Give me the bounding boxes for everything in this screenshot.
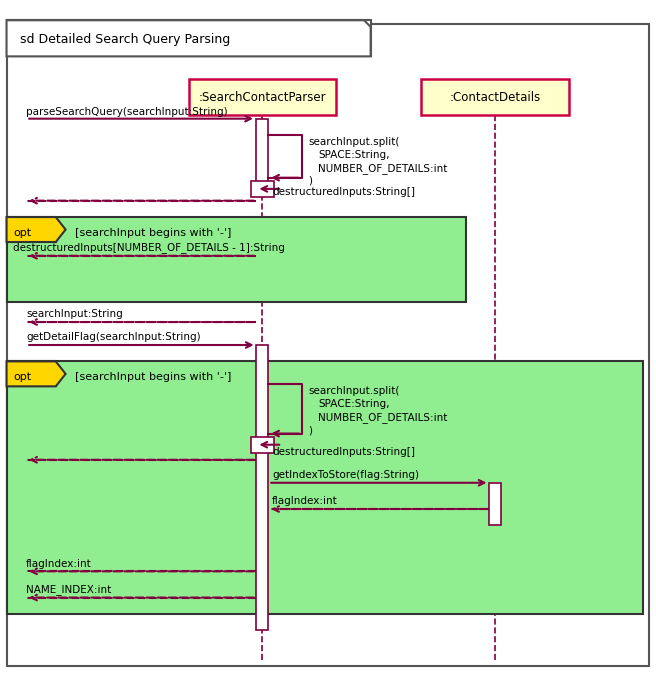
Text: SPACE:String,: SPACE:String, xyxy=(318,150,390,160)
Text: ): ) xyxy=(308,426,312,435)
Text: searchInput.split(: searchInput.split( xyxy=(308,137,400,147)
Text: flagIndex:int: flagIndex:int xyxy=(272,496,338,506)
Polygon shape xyxy=(7,20,371,57)
FancyBboxPatch shape xyxy=(251,437,274,453)
Text: NAME_INDEX:int: NAME_INDEX:int xyxy=(26,584,112,595)
Polygon shape xyxy=(7,362,66,386)
Text: destructuredInputs:String[]: destructuredInputs:String[] xyxy=(272,188,415,197)
Text: getIndexToStore(flag:String): getIndexToStore(flag:String) xyxy=(272,470,419,480)
Text: SPACE:String,: SPACE:String, xyxy=(318,400,390,409)
FancyBboxPatch shape xyxy=(421,79,569,115)
Text: searchInput.split(: searchInput.split( xyxy=(308,386,400,396)
Text: destructuredInputs:String[]: destructuredInputs:String[] xyxy=(272,446,415,457)
Text: :ContactDetails: :ContactDetails xyxy=(449,91,541,104)
FancyBboxPatch shape xyxy=(189,79,337,115)
FancyBboxPatch shape xyxy=(256,345,268,631)
FancyBboxPatch shape xyxy=(251,181,274,197)
Text: [searchInput begins with '-']: [searchInput begins with '-'] xyxy=(75,372,232,382)
Text: ): ) xyxy=(308,176,312,186)
FancyBboxPatch shape xyxy=(256,119,268,194)
Text: parseSearchQuery(searchInput:String): parseSearchQuery(searchInput:String) xyxy=(26,107,228,117)
Polygon shape xyxy=(7,217,66,242)
Text: NUMBER_OF_DETAILS:int: NUMBER_OF_DETAILS:int xyxy=(318,413,447,424)
Text: destructuredInputs[NUMBER_OF_DETAILS - 1]:String: destructuredInputs[NUMBER_OF_DETAILS - 1… xyxy=(13,241,285,253)
Text: getDetailFlag(searchInput:String): getDetailFlag(searchInput:String) xyxy=(26,333,201,342)
Text: searchInput:String: searchInput:String xyxy=(26,308,123,319)
Text: sd Detailed Search Query Parsing: sd Detailed Search Query Parsing xyxy=(20,33,230,46)
FancyBboxPatch shape xyxy=(7,362,56,386)
Text: opt: opt xyxy=(13,228,31,238)
FancyBboxPatch shape xyxy=(7,217,466,302)
FancyBboxPatch shape xyxy=(7,23,649,667)
Text: NUMBER_OF_DETAILS:int: NUMBER_OF_DETAILS:int xyxy=(318,164,447,174)
FancyBboxPatch shape xyxy=(7,20,367,57)
Text: :SearchContactParser: :SearchContactParser xyxy=(199,91,326,104)
FancyBboxPatch shape xyxy=(7,217,56,242)
FancyBboxPatch shape xyxy=(489,483,501,525)
Polygon shape xyxy=(7,20,371,57)
FancyBboxPatch shape xyxy=(7,362,643,614)
Text: flagIndex:int: flagIndex:int xyxy=(26,559,92,569)
Text: opt: opt xyxy=(13,372,31,382)
Text: [searchInput begins with '-']: [searchInput begins with '-'] xyxy=(75,228,232,238)
